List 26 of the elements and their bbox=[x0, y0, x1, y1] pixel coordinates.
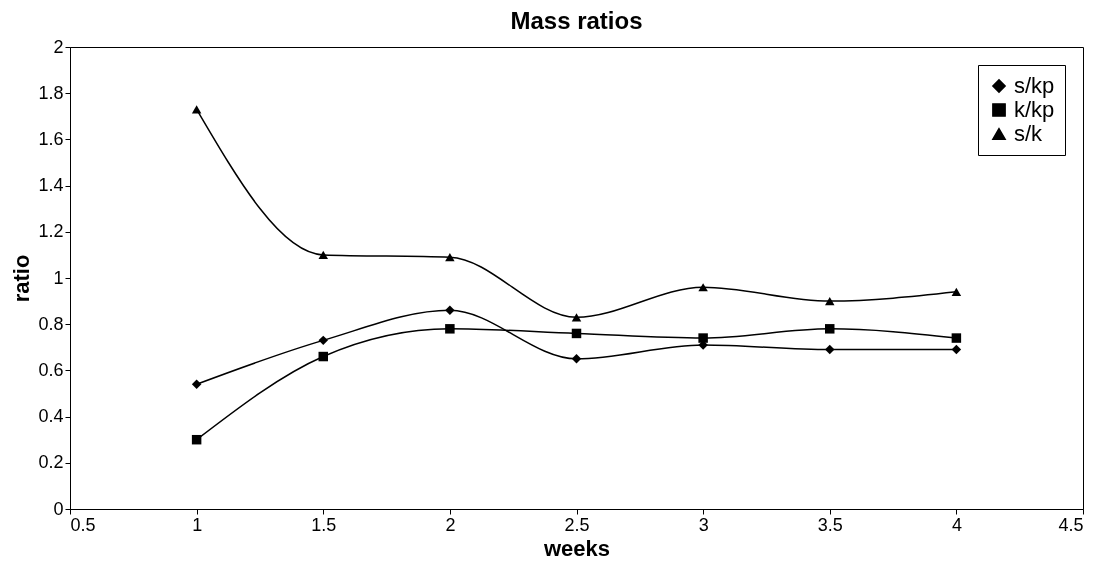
y-tick-label: 1.8 bbox=[38, 82, 64, 103]
x-axis-title: weeks bbox=[542, 535, 611, 561]
y-axis-title: ratio bbox=[9, 254, 35, 303]
x-tick-label: 1.5 bbox=[311, 514, 337, 535]
y-tick-label: 0.8 bbox=[38, 313, 64, 334]
x-tick-label: 2 bbox=[445, 514, 456, 535]
legend-label: s/kp bbox=[1014, 73, 1055, 98]
legend-label: s/k bbox=[1014, 121, 1044, 146]
x-tick-label: 3 bbox=[698, 514, 709, 535]
y-tick-label: 1.2 bbox=[38, 221, 64, 242]
x-tick-label: 3.5 bbox=[817, 514, 843, 535]
y-tick-label: 0.4 bbox=[38, 406, 64, 427]
legend-label: k/kp bbox=[1014, 97, 1055, 122]
x-tick-label: 4.5 bbox=[1058, 514, 1084, 535]
x-tick-label: 4 bbox=[951, 514, 962, 535]
y-tick-label: 2 bbox=[53, 36, 64, 57]
y-tick-label: 0.2 bbox=[38, 452, 64, 473]
y-tick-label: 0 bbox=[53, 498, 64, 519]
y-tick-label: 1 bbox=[53, 267, 64, 288]
x-tick-label: 0.5 bbox=[70, 514, 96, 535]
chart-title: Mass ratios bbox=[510, 7, 643, 34]
y-tick-label: 0.6 bbox=[38, 359, 64, 380]
y-tick-label: 1.6 bbox=[38, 128, 64, 149]
x-tick-label: 2.5 bbox=[564, 514, 590, 535]
y-tick-label: 1.4 bbox=[38, 175, 64, 196]
x-tick-label: 1 bbox=[192, 514, 203, 535]
